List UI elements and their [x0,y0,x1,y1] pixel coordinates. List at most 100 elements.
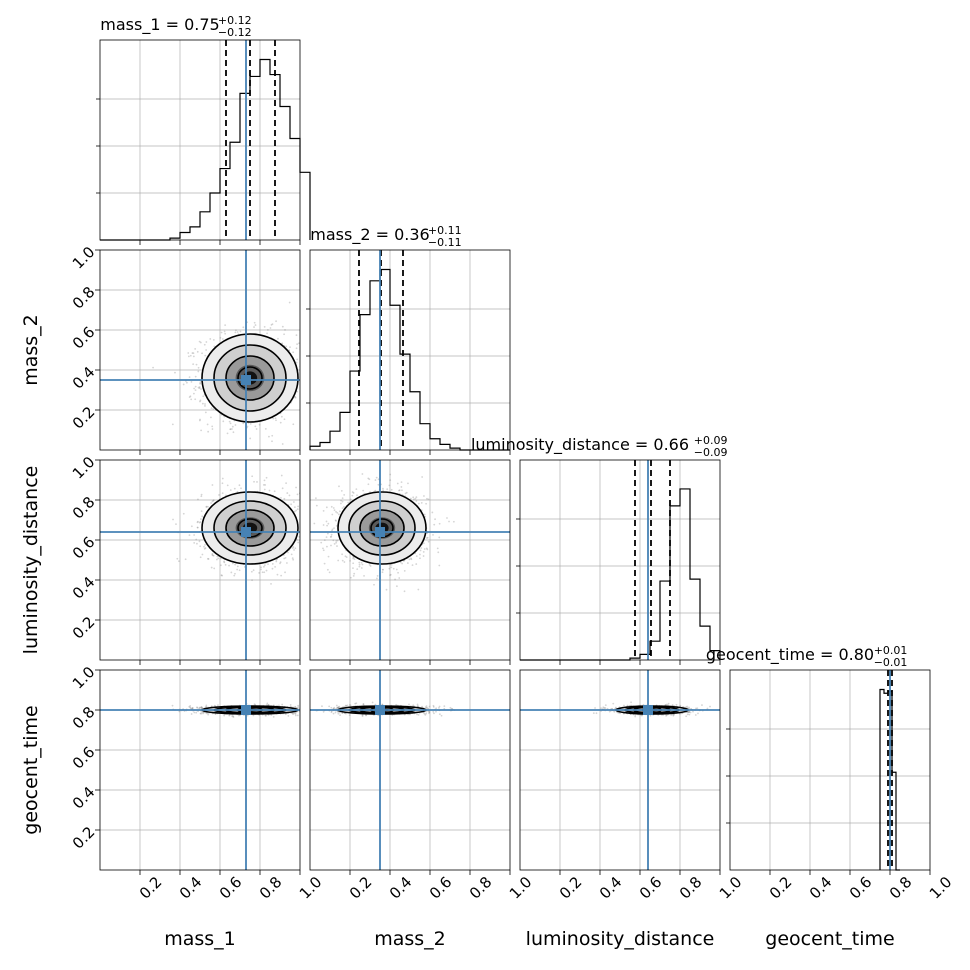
sample-point [228,714,231,717]
sample-point [207,558,210,560]
sample-point [419,557,421,560]
sample-point [284,329,286,331]
sample-point [271,567,274,570]
sample-point [292,558,295,561]
sample-point [266,329,269,331]
sample-point [296,508,299,511]
sample-point [431,511,434,514]
sample-point [268,489,271,492]
sample-point [202,712,204,715]
sample-point [351,494,354,497]
sample-point [343,493,346,496]
sample-point [239,330,242,333]
sample-point [291,557,294,560]
sample-point [452,520,455,523]
sample-point [264,714,267,717]
sample-point [196,526,199,529]
sample-point [268,435,270,438]
sample-point [436,547,439,550]
contour-line [337,491,427,565]
sample-point [318,506,320,508]
sample-point [292,423,295,426]
sample-point [377,478,380,481]
sample-point [313,522,316,525]
sample-point [398,577,401,579]
sample-point [401,562,403,565]
sample-point [332,539,335,542]
sample-point [178,710,181,713]
sample-point [390,563,393,566]
sample-point [341,507,344,510]
sample-point [211,553,214,556]
sample-point [281,325,284,328]
panel-frame [309,249,511,451]
sample-point [196,521,199,524]
sample-point [292,546,295,548]
sample-point [420,501,423,504]
sample-point [263,565,265,568]
scatter-panel-mass_2-luminosity_distance [309,459,511,665]
sample-point [199,381,202,384]
sample-point [200,429,203,432]
sample-point [271,434,274,437]
sample-point [438,536,441,539]
sample-point [415,563,418,565]
sample-point [303,377,305,379]
sample-point [409,497,412,500]
sample-point [212,338,215,341]
sample-point [200,510,203,513]
hist-panel-mass_2 [306,249,511,455]
sample-point [389,479,392,482]
sample-point [408,558,411,561]
sample-point [189,705,192,707]
sample-point [298,535,300,538]
sample-point [322,549,325,552]
sample-point [358,563,361,566]
sample-point [217,557,220,560]
sample-point [389,574,391,577]
sample-point [196,526,199,529]
sample-point [300,707,302,709]
sample-point [367,477,370,480]
title-plus: +0.01 [874,644,908,657]
sample-point [322,510,325,512]
title-text: mass_2 = 0.36 [310,225,429,245]
contour-line [201,491,299,565]
sample-point [229,428,232,431]
sample-point [293,506,296,509]
sample-point [425,502,428,505]
sample-point [301,706,303,708]
sample-point [264,484,267,486]
hist-panel-mass_1 [96,39,311,245]
sample-point [336,488,338,490]
sample-point [302,363,304,365]
sample-point [415,500,418,502]
sample-point [239,714,241,717]
sample-point [238,484,241,487]
sample-point [270,714,273,716]
sample-point [326,524,328,527]
sample-point [306,381,308,383]
sample-point [361,473,364,475]
sample-point [404,492,407,495]
sample-point [207,713,210,716]
sample-point [197,370,200,373]
sample-point [302,540,304,542]
sample-point [221,338,224,340]
sample-point [283,497,286,500]
sample-point [152,366,154,369]
sample-point [231,562,234,565]
sample-point [426,548,429,551]
sample-point [301,333,303,335]
title-geocent_time: geocent_time = 0.80 +0.01−0.01 [706,644,908,669]
sample-point [325,506,328,509]
panel-frame [309,459,511,661]
sample-point [204,405,206,407]
sample-point [275,558,278,561]
sample-point [280,574,283,577]
sample-point [389,573,392,576]
sample-point [281,443,284,445]
sample-point [356,568,359,571]
sample-point [308,540,310,542]
sample-point [198,387,201,390]
